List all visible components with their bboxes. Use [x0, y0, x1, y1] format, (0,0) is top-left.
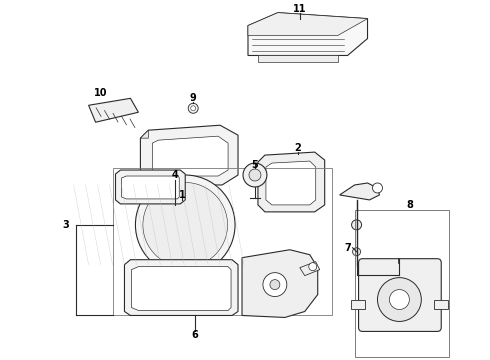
Circle shape: [372, 183, 383, 193]
Text: 7: 7: [344, 243, 351, 253]
Polygon shape: [340, 183, 379, 200]
Circle shape: [263, 273, 287, 297]
Polygon shape: [242, 250, 318, 318]
FancyBboxPatch shape: [359, 259, 441, 332]
Polygon shape: [141, 130, 148, 138]
Circle shape: [188, 103, 198, 113]
Circle shape: [353, 248, 361, 256]
Bar: [355, 210, 449, 357]
Polygon shape: [131, 267, 231, 310]
Polygon shape: [248, 13, 368, 36]
Text: 2: 2: [294, 143, 301, 153]
Circle shape: [191, 106, 196, 111]
Polygon shape: [258, 55, 338, 62]
Polygon shape: [248, 13, 368, 55]
Polygon shape: [116, 170, 185, 204]
Text: 10: 10: [94, 88, 107, 98]
Text: 3: 3: [62, 220, 69, 230]
Circle shape: [390, 289, 409, 310]
Circle shape: [270, 280, 280, 289]
Circle shape: [309, 263, 317, 271]
Bar: [434, 300, 448, 310]
Polygon shape: [266, 161, 316, 205]
Text: 6: 6: [192, 330, 198, 341]
Polygon shape: [124, 260, 238, 315]
Bar: [113, 168, 332, 315]
Circle shape: [249, 169, 261, 181]
Circle shape: [243, 163, 267, 187]
Text: 8: 8: [406, 200, 413, 210]
Text: 11: 11: [293, 4, 307, 14]
Polygon shape: [183, 185, 207, 200]
Polygon shape: [141, 125, 238, 185]
Polygon shape: [89, 98, 138, 122]
Circle shape: [143, 183, 227, 267]
Polygon shape: [300, 262, 319, 276]
Text: 9: 9: [190, 93, 196, 103]
Circle shape: [135, 175, 235, 275]
Circle shape: [377, 278, 421, 321]
Polygon shape: [122, 176, 179, 199]
Polygon shape: [152, 136, 228, 176]
Text: 5: 5: [251, 160, 258, 170]
Circle shape: [352, 220, 362, 230]
Bar: [350, 300, 365, 310]
Text: 1: 1: [179, 190, 186, 200]
Polygon shape: [258, 152, 325, 212]
Text: 4: 4: [172, 170, 179, 180]
